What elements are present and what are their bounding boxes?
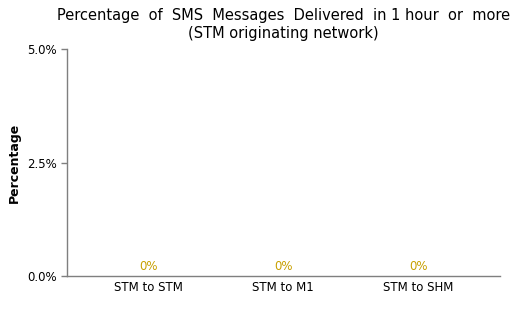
Text: 0%: 0% (139, 260, 157, 273)
Text: 0%: 0% (274, 260, 293, 273)
Y-axis label: Percentage: Percentage (8, 123, 21, 202)
Text: 0%: 0% (409, 260, 427, 273)
Title: Percentage  of  SMS  Messages  Delivered  in 1 hour  or  more
(STM originating n: Percentage of SMS Messages Delivered in … (57, 8, 510, 41)
